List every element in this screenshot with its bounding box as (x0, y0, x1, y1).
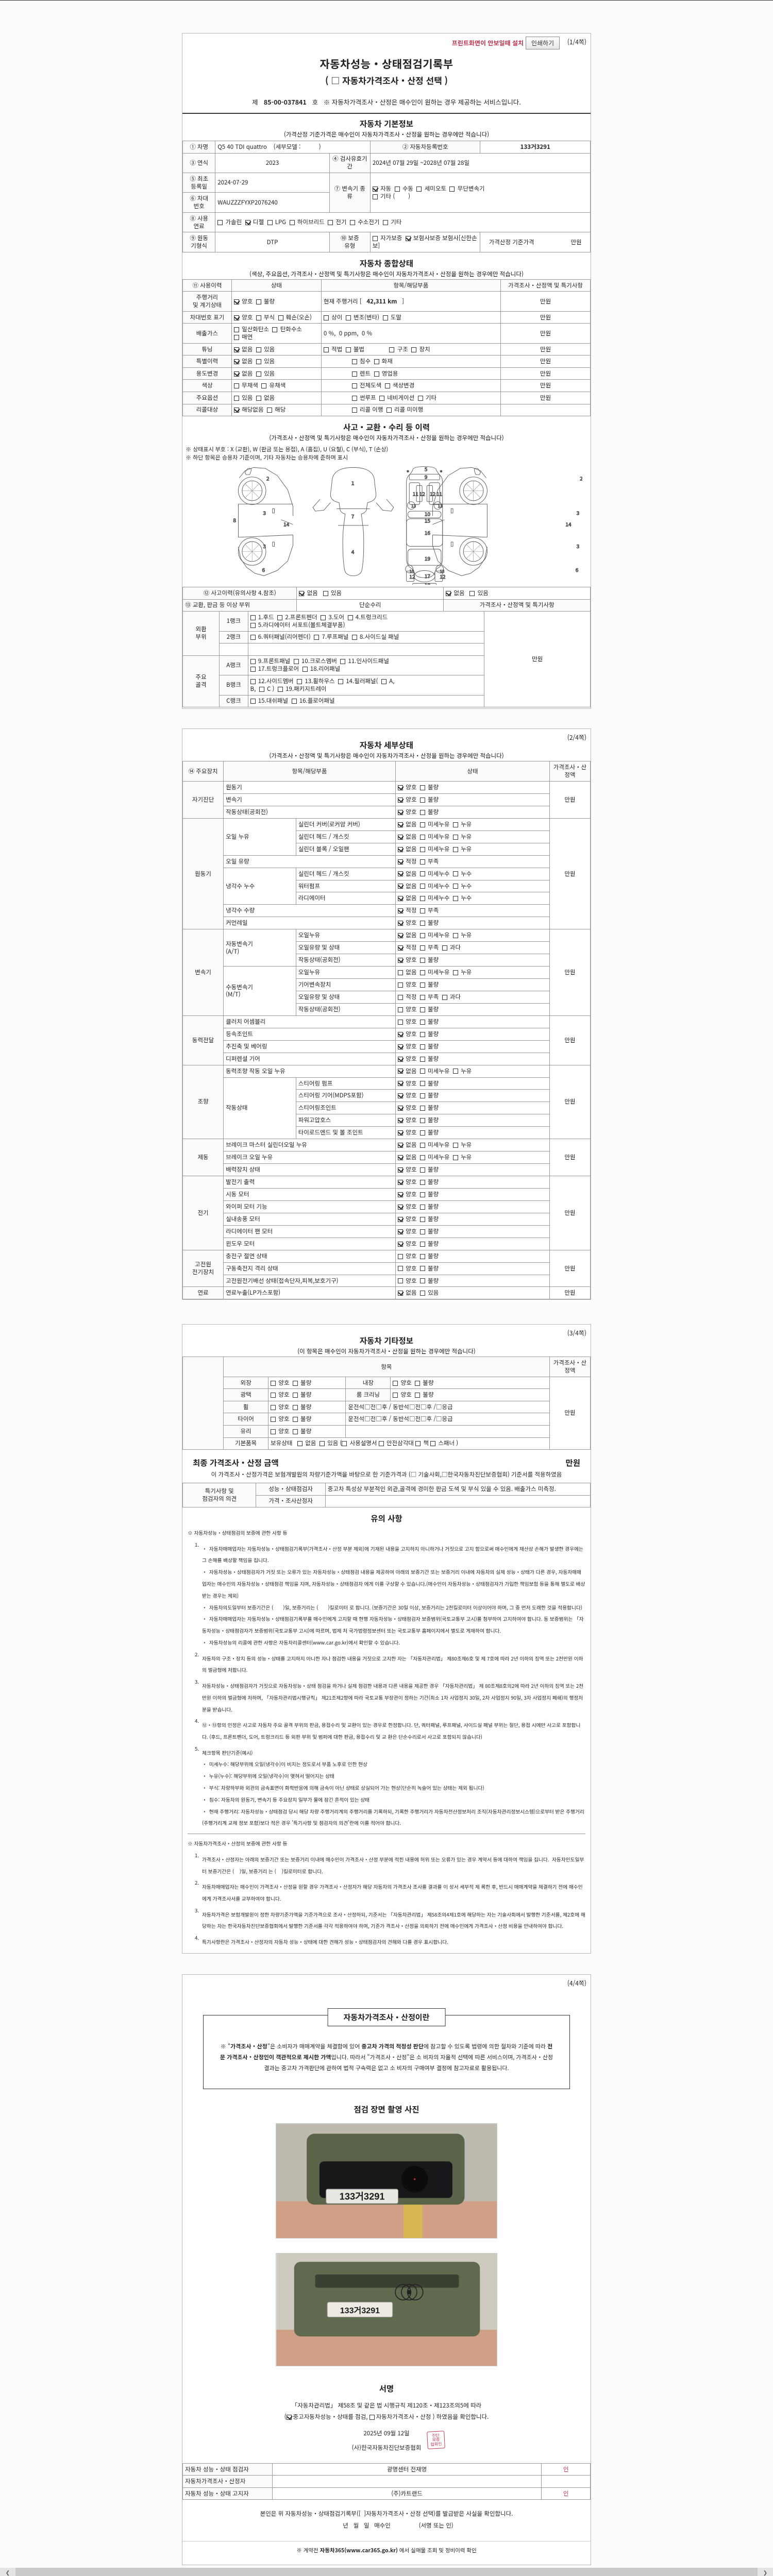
svg-text:3: 3 (263, 509, 266, 517)
svg-text:3: 3 (577, 509, 580, 517)
svg-text:7: 7 (351, 512, 355, 520)
svg-text:16: 16 (425, 529, 431, 536)
svg-text:133거3291: 133거3291 (340, 2191, 385, 2202)
svg-text:13: 13 (411, 503, 416, 509)
svg-text:133거3291: 133거3291 (340, 2306, 380, 2315)
svg-text:3: 3 (263, 542, 266, 550)
svg-text:4: 4 (351, 548, 355, 555)
svg-text:14: 14 (283, 520, 290, 528)
svg-text:12: 12 (409, 572, 415, 580)
svg-text:11: 11 (413, 490, 418, 498)
svg-text:9: 9 (425, 473, 428, 481)
svg-text:1: 1 (351, 479, 355, 487)
svg-text:5: 5 (425, 465, 428, 473)
svg-text:2: 2 (580, 474, 582, 482)
svg-text:13: 13 (438, 503, 443, 509)
svg-text:2: 2 (266, 474, 270, 482)
svg-text:15: 15 (425, 516, 431, 524)
svg-text:17: 17 (425, 572, 431, 580)
svg-text:19: 19 (425, 554, 431, 562)
svg-text:6: 6 (262, 566, 265, 573)
svg-text:12: 12 (440, 572, 446, 580)
svg-text:12: 12 (430, 490, 436, 498)
svg-text:18: 18 (425, 581, 431, 585)
svg-text:14: 14 (565, 520, 572, 528)
svg-text:12: 12 (419, 490, 426, 498)
svg-text:8: 8 (233, 516, 236, 523)
svg-text:3: 3 (577, 542, 580, 550)
svg-text:6: 6 (576, 566, 579, 573)
